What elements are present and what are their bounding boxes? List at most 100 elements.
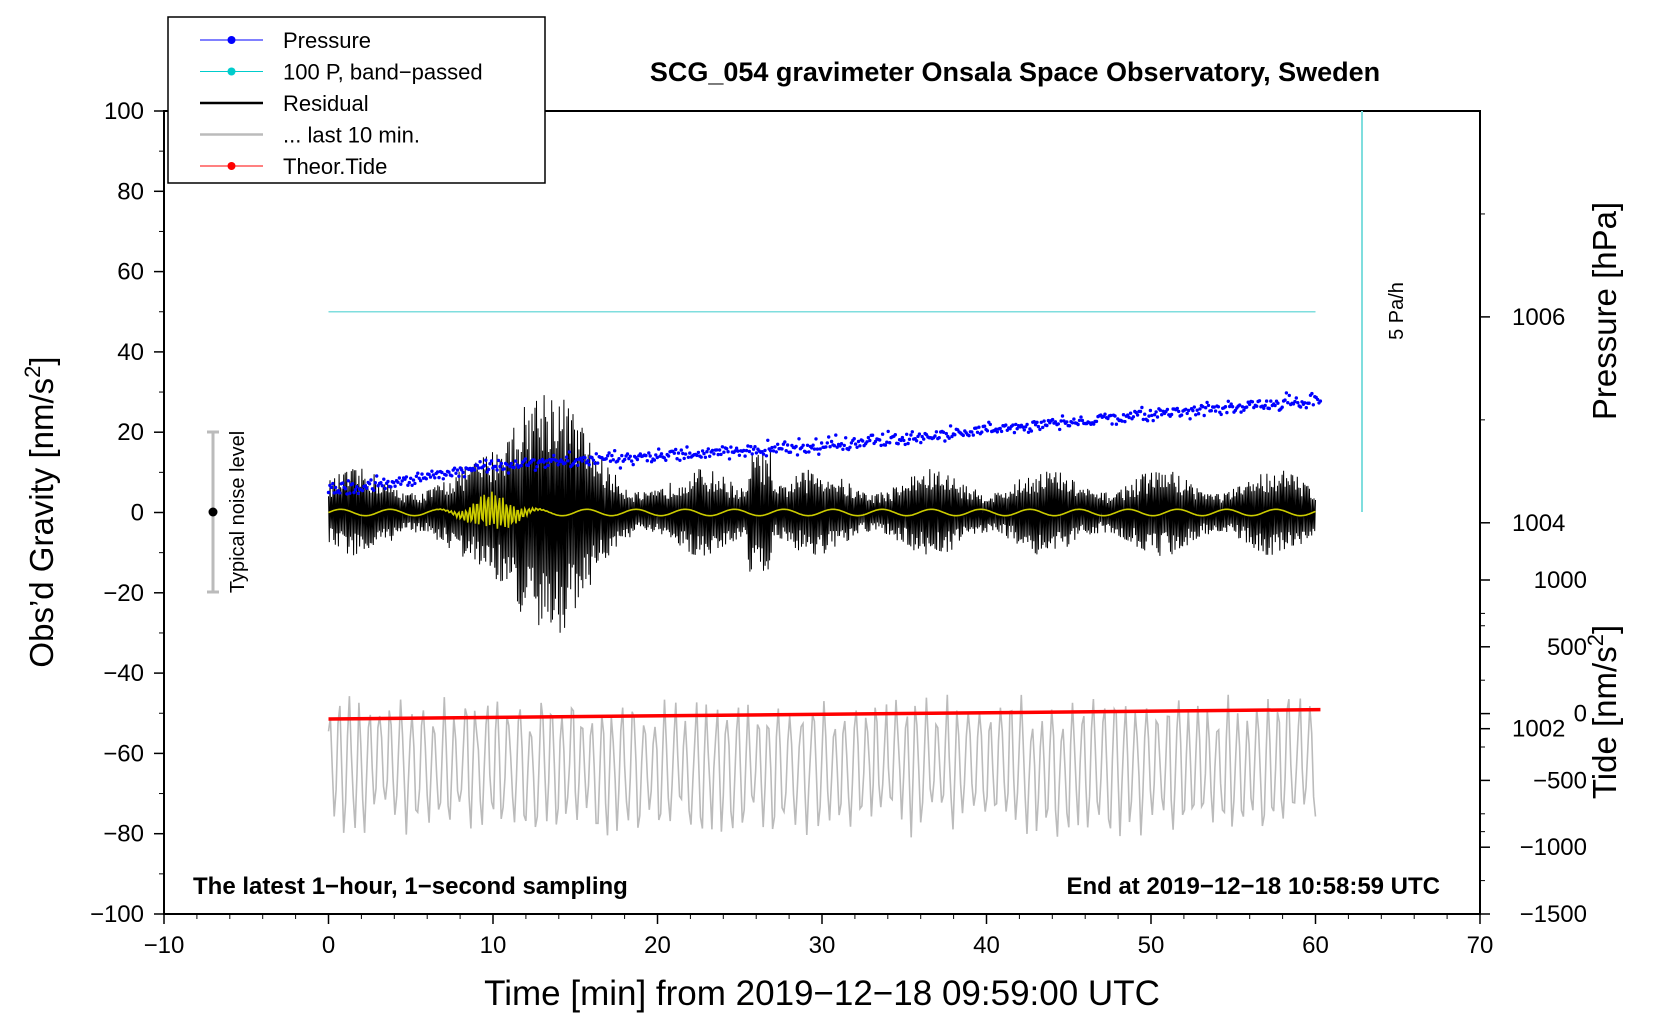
pressure-point xyxy=(866,435,871,440)
pressure-point xyxy=(712,452,716,456)
pressure-point xyxy=(444,473,448,477)
pressure-point xyxy=(1192,405,1197,409)
pressure-point xyxy=(1303,401,1307,405)
pressure-point xyxy=(763,448,767,453)
pressure-point xyxy=(988,422,992,427)
pressure-point xyxy=(914,439,919,443)
pressure-point xyxy=(885,440,889,444)
pressure-point xyxy=(888,441,892,445)
pressure-point xyxy=(825,441,829,445)
pressure-point xyxy=(645,459,649,463)
pressure-point xyxy=(907,437,912,441)
pressure-point xyxy=(842,443,846,448)
pressure-point xyxy=(1011,423,1015,427)
pressure-point xyxy=(355,485,359,489)
pressure-point xyxy=(695,453,699,458)
y-tick-label: 100 xyxy=(104,98,144,125)
pressure-point xyxy=(356,491,360,496)
pressure-point xyxy=(720,445,725,449)
pressure-point xyxy=(350,482,355,486)
pressure-point xyxy=(533,468,538,472)
pressure-point xyxy=(489,459,494,463)
y-tick-label: 40 xyxy=(117,339,144,366)
pressure-point xyxy=(345,492,349,496)
pressure-point xyxy=(1287,393,1292,398)
pressure-point xyxy=(1072,417,1076,421)
pressure-point xyxy=(920,434,924,439)
pressure-point xyxy=(899,438,903,443)
pressure-point xyxy=(454,471,458,475)
pressure-point xyxy=(733,449,737,453)
pressure-point xyxy=(868,438,872,443)
pressure-point xyxy=(499,461,504,466)
x-tick-label: −10 xyxy=(144,932,185,959)
pressure-point xyxy=(1184,407,1188,411)
pressure-point xyxy=(1198,407,1202,411)
pressure-point xyxy=(373,481,377,485)
pressure-point xyxy=(906,441,910,446)
pressure-point xyxy=(452,466,457,470)
pressure-point xyxy=(400,479,404,483)
pressure-point xyxy=(482,463,487,468)
pressure-point xyxy=(970,430,974,434)
pressure-point xyxy=(1026,430,1031,434)
pressure-point xyxy=(700,449,705,453)
pressure-point xyxy=(1094,419,1099,424)
pressure-point xyxy=(819,441,824,445)
pressure-point xyxy=(886,429,890,434)
pressure-point xyxy=(1276,401,1280,405)
pressure-point xyxy=(982,424,987,428)
pressure-point xyxy=(502,467,506,471)
pressure-point xyxy=(818,447,822,451)
pressure-point xyxy=(462,475,467,479)
legend-item-pressure-label: Pressure xyxy=(283,28,371,53)
pressure-point xyxy=(1025,422,1029,427)
pressure-point xyxy=(743,454,747,458)
pressure-point xyxy=(346,479,350,483)
pressure-point xyxy=(829,439,834,444)
pressure-point xyxy=(506,471,511,475)
pressure-point xyxy=(331,481,335,486)
pressure-point xyxy=(580,459,584,463)
pressure-point xyxy=(770,445,774,450)
pressure-point xyxy=(1109,413,1113,418)
pressure-point xyxy=(1209,409,1214,413)
pressure-point xyxy=(472,468,477,472)
pressure-point xyxy=(1079,415,1083,419)
pressure-point xyxy=(903,442,907,447)
pressure-point xyxy=(652,458,657,462)
pressure-point xyxy=(606,454,610,458)
pressure-point xyxy=(734,446,739,450)
pressure-point xyxy=(910,430,914,434)
pressure-point xyxy=(396,480,400,484)
pressure-point xyxy=(613,449,617,453)
pressure-point xyxy=(1150,413,1154,418)
data-layer xyxy=(326,311,1323,838)
pressure-point xyxy=(764,454,769,458)
pressure-point xyxy=(1257,399,1262,403)
pressure-point xyxy=(431,473,436,477)
pressure-point xyxy=(922,437,926,441)
series-pressure-points xyxy=(326,391,1323,496)
pressure-point xyxy=(611,458,615,462)
pressure-point xyxy=(674,447,678,452)
pressure-point xyxy=(980,430,984,434)
pressure-point xyxy=(484,458,488,462)
pressure-point xyxy=(348,491,352,495)
pressure-point xyxy=(726,450,730,454)
pressure-point xyxy=(440,470,444,475)
pressure-point xyxy=(998,426,1002,431)
pressure-point xyxy=(596,461,600,465)
pressure-point xyxy=(1141,417,1146,422)
pressure-point xyxy=(678,458,682,462)
pressure-point xyxy=(1315,397,1320,402)
x-tick-label: 50 xyxy=(1138,932,1165,959)
pressure-point xyxy=(1039,420,1044,424)
pressure-point xyxy=(1165,407,1170,412)
pressure-point xyxy=(961,433,965,438)
pressure-point xyxy=(552,453,556,458)
pressure-point xyxy=(1216,405,1221,409)
pressure-point xyxy=(554,459,559,463)
pressure-point xyxy=(902,438,906,443)
pressure-point xyxy=(1110,422,1114,426)
